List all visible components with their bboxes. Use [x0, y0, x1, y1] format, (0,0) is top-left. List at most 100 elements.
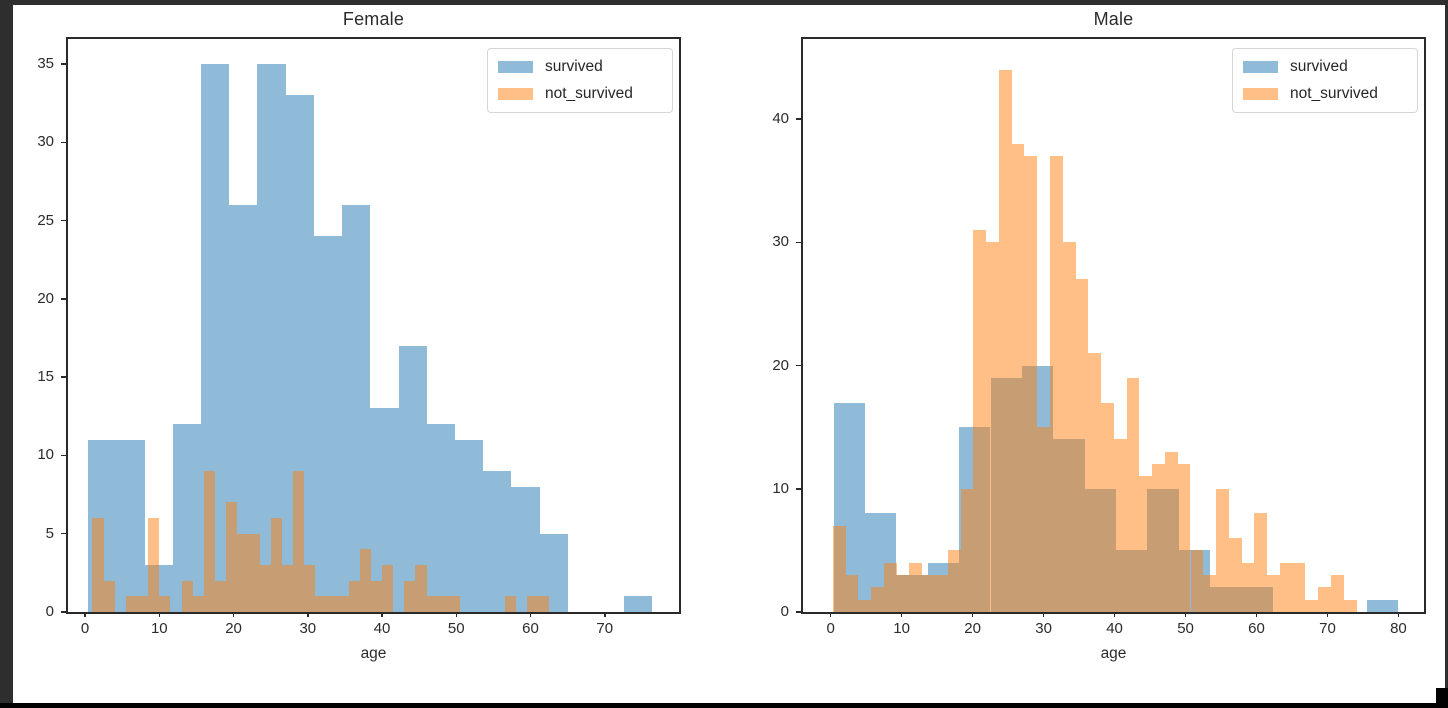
y-tick-label: 25 — [37, 211, 54, 229]
histogram-bar-not_survived — [226, 502, 238, 612]
bars-layer-male — [803, 39, 1424, 612]
y-tick-label: 30 — [37, 133, 54, 151]
y-tick-label: 40 — [772, 110, 789, 128]
x-tick-label: 50 — [447, 620, 465, 637]
histogram-bar-not_survived — [348, 580, 360, 612]
y-tick-label: 0 — [45, 603, 54, 620]
x-tick-mark — [381, 612, 383, 617]
histogram-bar-not_survived — [181, 580, 193, 612]
histogram-bar-not_survived — [883, 562, 897, 612]
y-tick-mark — [61, 454, 66, 457]
histogram-bar-not_survived — [986, 242, 999, 612]
histogram-bar-not_survived — [1152, 464, 1165, 612]
legend-item-not-survived: not_survived — [498, 85, 662, 103]
histogram-bar-not_survived — [871, 587, 884, 612]
histogram-bar-not_survived — [1305, 599, 1319, 612]
plot-area-male: survived not_survived — [801, 37, 1426, 614]
histogram-bar-not_survived — [1126, 377, 1140, 612]
x-tick-label: 60 — [1248, 620, 1265, 637]
x-axis-label-female: age — [360, 645, 387, 662]
histogram-bar-not_survived — [92, 518, 104, 612]
histogram-bar-not_survived — [845, 575, 859, 612]
histogram-bar-survived — [116, 439, 145, 612]
x-tick-label: 70 — [1319, 620, 1336, 637]
histogram-bar-survived — [342, 204, 371, 612]
histogram-bar-not_survived — [281, 565, 293, 612]
histogram-bar-not_survived — [415, 565, 427, 612]
x-tick-mark — [971, 612, 974, 617]
histogram-bar-not_survived — [922, 575, 935, 612]
x-tick-label: 20 — [225, 620, 242, 637]
histogram-bar-not_survived — [1216, 488, 1229, 612]
legend-swatch-survived-icon — [498, 61, 533, 73]
legend-label-survived: survived — [1290, 58, 1348, 75]
histogram-bar-not_survived — [270, 518, 282, 612]
x-tick-mark — [1326, 612, 1329, 617]
histogram-bar-not_survived — [337, 596, 349, 612]
y-tick-mark — [796, 241, 801, 244]
histogram-bar-not_survived — [1228, 538, 1242, 612]
histogram-bar-not_survived — [1203, 575, 1217, 612]
histogram-bar-not_survived — [1088, 353, 1102, 612]
histogram-bar-not_survived — [192, 596, 204, 612]
histogram-bar-survived — [172, 424, 202, 612]
x-tick-mark — [455, 612, 458, 617]
x-tick-label: 30 — [299, 620, 317, 637]
histogram-bar-not_survived — [1113, 439, 1127, 612]
x-tick-mark — [604, 612, 606, 617]
histogram-bar-not_survived — [935, 575, 948, 612]
histogram-bar-not_survived — [1254, 513, 1268, 612]
y-tick-label: 35 — [37, 55, 54, 73]
legend-item-survived: survived — [1243, 58, 1407, 76]
window-corner-block — [1436, 688, 1448, 708]
x-axis-label-male: age — [1100, 645, 1127, 662]
histogram-bar-not_survived — [382, 565, 394, 612]
legend-item-not-survived: not_survived — [1243, 85, 1407, 103]
histogram-bar-not_survived — [1279, 562, 1293, 612]
histogram-bar-survived — [426, 424, 455, 612]
histogram-bar-not_survived — [1049, 156, 1063, 612]
histogram-bar-not_survived — [973, 230, 987, 612]
legend-female: survived not_survived — [487, 48, 673, 113]
x-tick-label: 0 — [826, 620, 835, 637]
plot-area-female: survived not_survived — [66, 37, 681, 614]
histogram-bar-not_survived — [526, 596, 538, 612]
histogram-bar-not_survived — [537, 596, 550, 612]
x-tick-label: 10 — [893, 620, 910, 637]
y-tick-mark — [61, 141, 66, 144]
histogram-bar-not_survived — [1037, 427, 1050, 612]
histogram-bar-survived — [624, 596, 653, 612]
histogram-bar-not_survived — [832, 525, 846, 612]
x-tick-label: 80 — [1390, 620, 1407, 637]
histogram-bar-not_survived — [1177, 464, 1191, 612]
histogram-bar-not_survived — [304, 565, 316, 612]
y-tick-label: 20 — [772, 356, 789, 374]
histogram-bar-not_survived — [1267, 575, 1280, 612]
legend-item-survived: survived — [498, 58, 662, 76]
histogram-bar-not_survived — [1024, 156, 1038, 612]
histogram-bar-not_survived — [203, 471, 215, 612]
x-tick-mark — [158, 612, 161, 617]
y-tick-mark — [61, 532, 66, 535]
histogram-bar-not_survived — [237, 533, 249, 612]
histogram-bar-not_survived — [448, 596, 460, 612]
histogram-bar-not_survived — [960, 488, 974, 612]
histogram-bar-not_survived — [998, 69, 1012, 612]
histogram-bar-not_survived — [1075, 279, 1089, 612]
histogram-bar-not_survived — [404, 580, 416, 612]
histogram-bar-not_survived — [909, 562, 923, 612]
histogram-bar-not_survived — [137, 596, 149, 612]
histogram-bar-not_survived — [1241, 562, 1255, 612]
histogram-bar-not_survived — [437, 596, 449, 612]
x-tick-label: 50 — [1177, 620, 1194, 637]
y-tick-label: 20 — [37, 289, 54, 307]
histogram-bar-not_survived — [1164, 451, 1178, 612]
y-tick-mark — [61, 63, 66, 65]
x-tick-mark — [307, 612, 309, 617]
histogram-bar-not_survived — [1011, 143, 1025, 612]
y-tick-label: 0 — [780, 603, 789, 620]
histogram-bar-not_survived — [125, 596, 138, 612]
y-tick-mark — [61, 376, 66, 378]
legend-label-survived: survived — [545, 58, 603, 75]
